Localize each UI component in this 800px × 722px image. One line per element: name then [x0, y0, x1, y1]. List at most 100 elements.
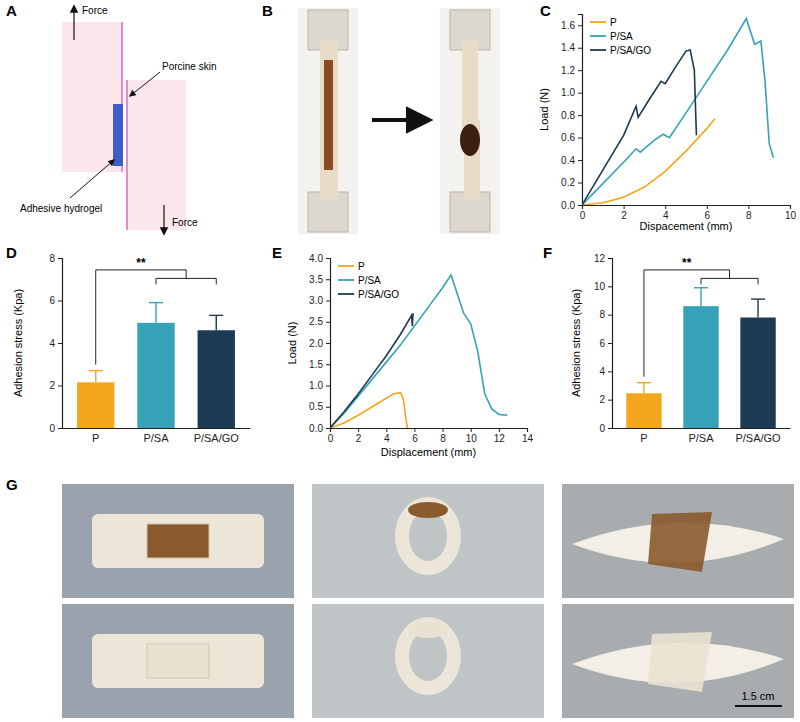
panel-label: B [262, 2, 273, 19]
x-axis-tick-mark [499, 428, 500, 432]
x-axis-tick: 6 [412, 428, 418, 444]
x-axis: 0246810 [580, 205, 797, 221]
y-axis-title: Adhesion stress (Kpa) [12, 289, 24, 397]
error-bar [209, 315, 223, 330]
error-bar-cap [751, 298, 765, 299]
significance-bracket [96, 270, 217, 365]
y-axis-tick-mark [578, 25, 582, 26]
x-axis-tick-label: 2 [356, 433, 362, 444]
x-axis-tick: P/SA [143, 428, 169, 444]
photo-b [298, 8, 500, 234]
y-axis-tick-mark [58, 343, 62, 344]
y-axis-line [608, 259, 613, 429]
x-axis-tick-mark [386, 428, 387, 432]
y-axis-tick-mark [608, 343, 612, 344]
x-axis-tick-label: 12 [494, 433, 506, 444]
x-axis: PP/SAP/SA/GO [613, 428, 791, 444]
y-axis-tick-label: 2 [599, 394, 605, 405]
skin-strip [462, 40, 478, 130]
arrow [130, 72, 160, 96]
bracket-line [644, 270, 730, 377]
y-axis-tick: 6 [49, 295, 62, 306]
y-axis-tick-label: 3.5 [309, 274, 323, 285]
error-bar-stem [757, 299, 758, 317]
error-bar [751, 299, 765, 317]
y-axis-tick-mark [326, 279, 330, 280]
y-axis-tick: 1.0 [309, 380, 330, 391]
x-axis-title: Dispacement (mm) [640, 220, 733, 232]
legend-swatch [590, 49, 606, 51]
y-axis-line [326, 259, 331, 429]
x-axis-tick: 6 [705, 205, 711, 221]
x-axis-tick-mark [443, 428, 444, 432]
y-axis-tick-label: 0.0 [561, 200, 575, 211]
y-axis-tick: 1.6 [561, 20, 582, 31]
panel-label: G [6, 476, 18, 493]
y-axis-title: Load (N) [286, 322, 298, 365]
error-bar-stem [155, 303, 156, 323]
photo-background [62, 484, 294, 598]
y-axis-tick-label: 6 [49, 295, 55, 306]
arrow [73, 6, 74, 40]
y-axis-tick-mark [326, 386, 330, 387]
error-bar [89, 371, 103, 383]
hydrogel-lump [460, 124, 480, 156]
y-axis-tick: 2.0 [309, 338, 330, 349]
y-axis-tick: 2.5 [309, 316, 330, 327]
x-axis-tick-label: 8 [746, 210, 752, 221]
error-bar [637, 383, 651, 394]
error-bar [149, 303, 163, 323]
y-axis-line [58, 259, 63, 429]
x-axis-tick: 0 [580, 205, 586, 221]
diagram-label: Adhesive hydrogel [20, 203, 102, 214]
y-axis-tick-label: 0.6 [561, 132, 575, 143]
x-axis-tick: 10 [466, 428, 478, 444]
legend-swatch [590, 35, 606, 37]
hydrogel-patch [648, 512, 712, 572]
y-axis-tick: 0.8 [561, 110, 582, 121]
x-axis: 02468101214 [328, 428, 534, 444]
legend-label: P [610, 17, 617, 28]
y-axis-tick: 0.2 [561, 177, 582, 188]
x-axis-tick-mark [748, 205, 749, 209]
x-axis-tick: 8 [440, 428, 446, 444]
x-axis-line [63, 428, 251, 429]
y-axis-tick: 4.0 [309, 253, 330, 264]
error-bar-cap [149, 302, 163, 303]
y-axis-tick: 0.5 [309, 401, 330, 412]
x-axis-tick: P [92, 428, 99, 444]
skin-strip [320, 40, 338, 200]
panel-label: D [6, 244, 17, 261]
annotation: ** [136, 256, 146, 270]
photo-g: 1.5 cm [62, 484, 794, 718]
y-axis-tick-label: 0 [49, 423, 55, 434]
y-axis-tick-mark [58, 258, 62, 259]
y-axis: 024681012 [594, 253, 613, 434]
y-axis-tick: 1.4 [561, 42, 582, 53]
x-axis-tick-mark [527, 428, 528, 432]
skin [92, 634, 264, 688]
y-axis: 0.00.20.40.60.81.01.21.41.6 [561, 15, 582, 211]
data-line [330, 313, 413, 428]
x-axis-tick-label: 2 [621, 210, 627, 221]
hydrogel-strip [324, 60, 333, 170]
y-axis-tick: 3.5 [309, 274, 330, 285]
y-axis-title: Load (N) [538, 88, 550, 131]
x-axis-tick: 2 [621, 205, 627, 221]
x-axis-tick-label: 6 [412, 433, 418, 444]
y-axis-tick-label: 1.0 [561, 87, 575, 98]
x-axis-tick-mark [358, 428, 359, 432]
y-axis-tick: 8 [599, 309, 612, 320]
y-axis-tick-label: 6 [599, 338, 605, 349]
photo-background [62, 604, 294, 718]
x-axis-tick-label: 10 [466, 433, 478, 444]
bar [683, 306, 718, 428]
y-axis-tick-label: 1.5 [309, 359, 323, 370]
error-bar [694, 288, 708, 306]
y-axis-tick-label: 0 [599, 423, 605, 434]
x-axis-tick-mark [790, 205, 791, 209]
y-axis-tick-mark [578, 48, 582, 49]
x-axis-tick: 2 [356, 428, 362, 444]
x-axis-tick-label: 0 [328, 433, 334, 444]
legend-label: P [358, 261, 365, 272]
